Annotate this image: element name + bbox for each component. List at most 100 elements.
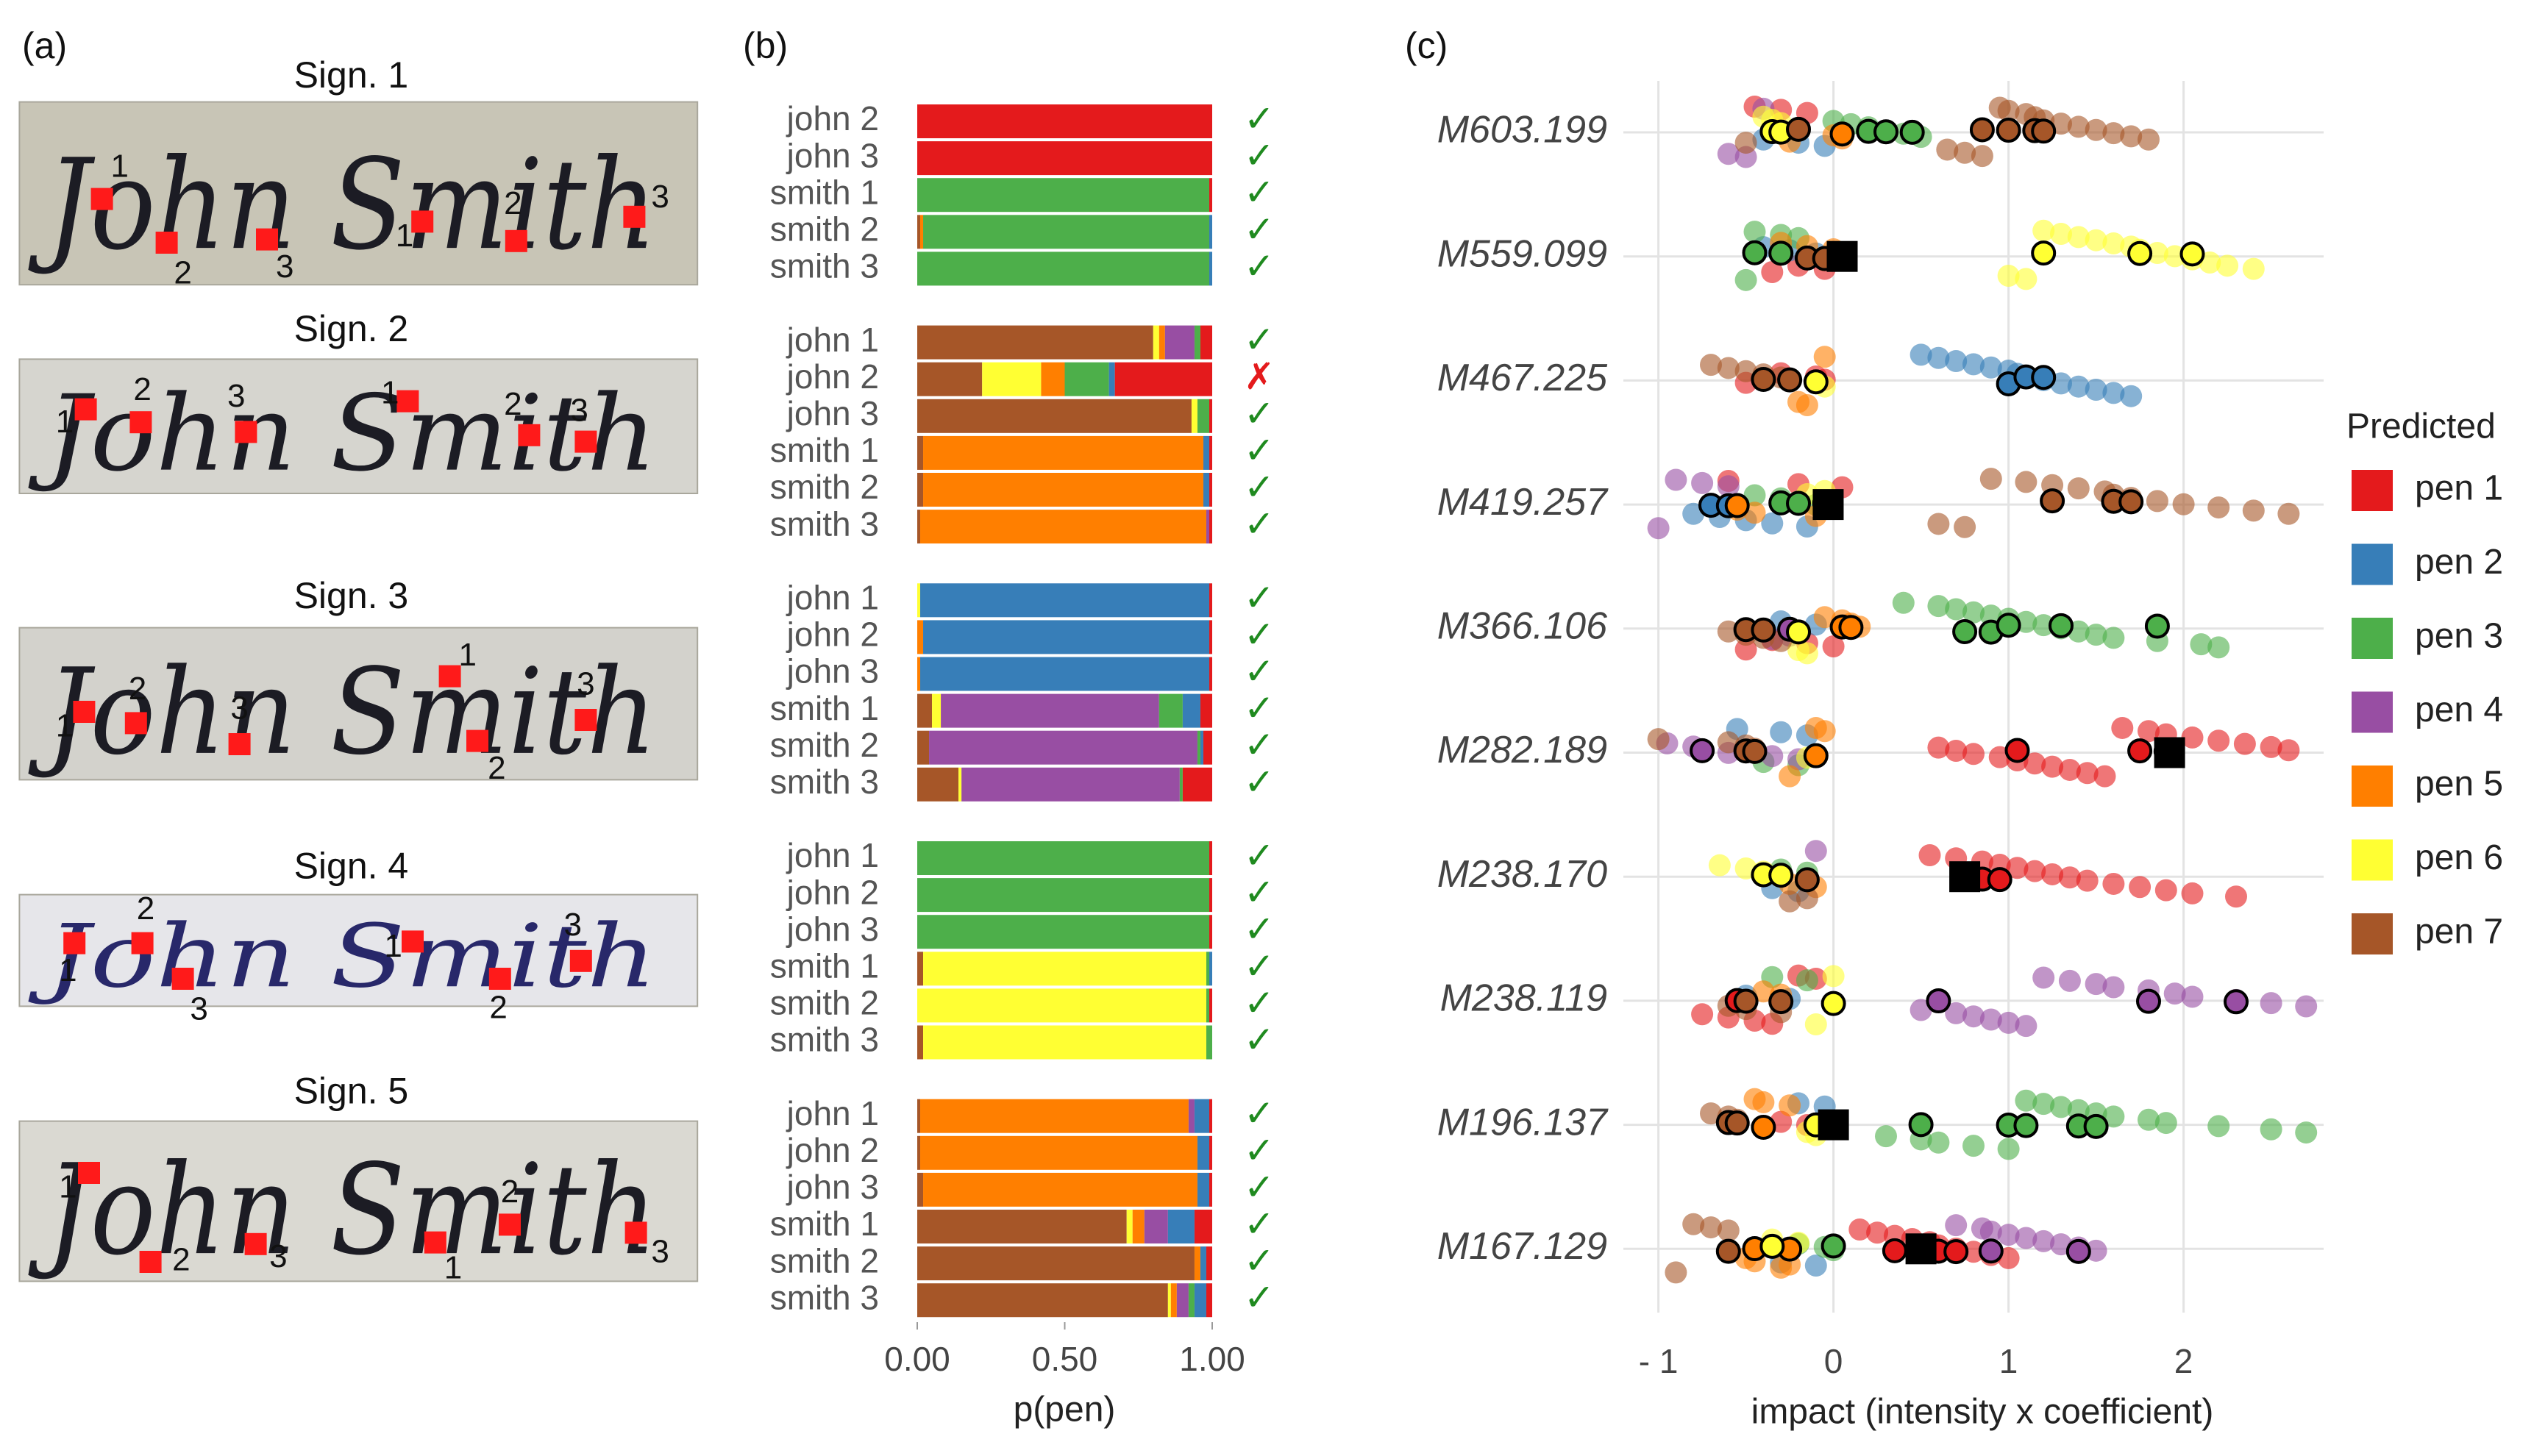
sample-point <box>1979 1220 2002 1243</box>
keypoint-label: 2 <box>504 185 522 221</box>
test-point <box>1794 867 1820 893</box>
row-label: smith 3 <box>770 504 879 543</box>
test-point <box>2004 738 2030 763</box>
sample-point <box>2181 882 2204 904</box>
prediction-status: ✓ <box>1244 392 1275 435</box>
sample-point <box>1997 99 2020 122</box>
sample-point <box>1752 1091 1775 1113</box>
sample-point <box>2015 1227 2037 1249</box>
prediction-status: ✗ <box>1244 355 1275 398</box>
sample-point <box>2041 863 2064 885</box>
keypoint-label: 1 <box>59 952 76 988</box>
sample-point <box>2120 385 2143 407</box>
test-point <box>1821 991 1846 1016</box>
sample-point <box>2102 232 2125 255</box>
legend-title: Predicted <box>2346 407 2496 446</box>
test-point <box>1724 493 1750 518</box>
sample-point <box>2006 857 2029 879</box>
bar-segment <box>1194 1099 1209 1133</box>
sample-point <box>1927 346 1950 369</box>
x-tick-label: 0.50 <box>1032 1340 1098 1378</box>
bar-segment <box>1209 399 1212 433</box>
prediction-status: ✓ <box>1244 503 1275 546</box>
bar-segment <box>1179 767 1183 802</box>
legend-label: pen 5 <box>2415 765 2503 804</box>
panel-label: (a) <box>22 25 67 66</box>
row-label: smith 3 <box>770 763 879 801</box>
test-point <box>1742 240 1768 265</box>
bar-segment <box>920 583 1209 618</box>
prediction-status: ✓ <box>1244 724 1275 766</box>
bar-segment <box>917 620 924 654</box>
bar-segment <box>961 767 1180 802</box>
sample-point <box>1752 980 1775 1003</box>
sample-point <box>1979 468 2002 490</box>
bar-segment <box>917 693 933 728</box>
sample-point <box>1779 1094 1801 1117</box>
bar-segment <box>1209 915 1212 949</box>
keypoint-marker <box>235 421 257 443</box>
row-label: john 2 <box>786 615 879 654</box>
row-label: john 3 <box>786 652 879 690</box>
prediction-status: ✓ <box>1244 208 1275 251</box>
bar-segment <box>923 1025 1206 1060</box>
row-label: smith 3 <box>770 247 879 285</box>
bar-segment <box>1182 767 1212 802</box>
prediction-status: ✓ <box>1244 1277 1275 1319</box>
test-point <box>1715 1238 1741 1264</box>
row-label: smith 1 <box>770 689 879 727</box>
prediction-status: ✓ <box>1244 1166 1275 1208</box>
keypoint-label: 3 <box>651 1234 669 1270</box>
bar-segment <box>1200 325 1212 360</box>
bar-segment <box>1209 841 1212 875</box>
bar-segment <box>1203 730 1212 765</box>
keypoint-marker <box>139 1251 162 1273</box>
bar-segment <box>920 215 924 249</box>
sample-point <box>1647 517 1670 540</box>
signature-image <box>18 1120 699 1282</box>
bar-segment <box>1182 693 1200 728</box>
keypoint-marker <box>155 232 178 254</box>
bar-segment <box>1206 1283 1212 1318</box>
sample-point <box>1717 620 1740 643</box>
bar-segment <box>1132 1210 1145 1243</box>
keypoint-marker <box>396 390 419 413</box>
keypoint-marker <box>518 424 541 446</box>
test-point <box>2049 613 2074 638</box>
bar-segment <box>917 178 1209 213</box>
prediction-status: ✓ <box>1244 245 1275 288</box>
sample-point <box>2032 966 2055 989</box>
test-point <box>2127 738 2153 764</box>
test-point <box>1733 988 1759 1014</box>
keypoint-marker <box>424 1231 446 1254</box>
signature-title: Sign. 5 <box>294 1070 409 1111</box>
keypoint-label: 3 <box>190 991 207 1027</box>
bar-segment <box>917 362 983 396</box>
sample-point <box>1866 1221 1889 1244</box>
signature-image <box>18 101 699 286</box>
prediction-status: ✓ <box>1244 613 1275 656</box>
sample-point <box>1962 353 1985 376</box>
keypoint-label: 2 <box>172 1242 190 1278</box>
legend-label: pen 7 <box>2415 913 2503 952</box>
keypoint-label: 1 <box>444 1250 462 1286</box>
sample-point <box>2102 1105 2125 1128</box>
prediction-status: ✓ <box>1244 760 1275 803</box>
bar-segment <box>917 730 930 765</box>
bar-segment <box>1197 730 1200 765</box>
sample-point <box>1945 739 1968 762</box>
bar-segment <box>1209 1135 1212 1170</box>
bar-segment <box>917 878 1209 913</box>
sample-point <box>2076 762 2099 785</box>
test-point <box>1759 1233 1785 1259</box>
test-point <box>1882 1238 1907 1263</box>
test-point <box>2144 613 2170 639</box>
x-tick-label: 0 <box>1824 1342 1843 1380</box>
bar-segment <box>1206 988 1209 1023</box>
prediction-status: ✓ <box>1244 98 1275 140</box>
row-label: john 2 <box>786 873 879 911</box>
test-point <box>1777 367 1803 393</box>
keypoint-marker <box>90 188 113 210</box>
bar-segment <box>1159 693 1183 728</box>
bar-segment <box>917 1246 1195 1281</box>
